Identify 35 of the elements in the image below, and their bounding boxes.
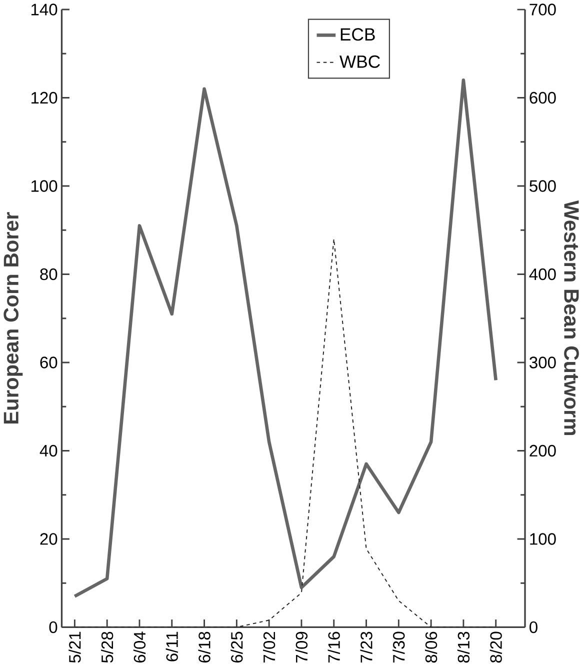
y2-tick-label: 200 (530, 444, 556, 457)
legend-label: ECB (341, 28, 376, 41)
y-tick-label: 100 (32, 180, 58, 192)
x-tick-label: 6/04 (134, 632, 146, 662)
y2-tick-label: 400 (529, 268, 556, 280)
y-tick-label: 0 (49, 621, 58, 634)
y2-axis-title: Western Bean Cutworm (564, 200, 580, 436)
y-tick-label: 20 (40, 533, 58, 545)
x-tick-label: 5/28 (101, 632, 114, 663)
y2-tick-label: 600 (530, 92, 556, 104)
y2-tick-label: 700 (530, 4, 556, 16)
y2-tick-label: 500 (530, 180, 556, 192)
x-tick-label: 6/11 (166, 632, 178, 662)
x-tick-label: 8/20 (490, 632, 502, 663)
line-series (73, 78, 498, 598)
y-axis-title: European Corn Borer (4, 212, 23, 424)
x-tick-label: 7/16 (328, 632, 340, 662)
x-tick-label: 6/25 (230, 632, 243, 662)
legend-label: WBC (340, 55, 380, 68)
x-tick-label: 8/13 (458, 632, 470, 663)
y-tick-label: 140 (32, 4, 58, 16)
x-tick-label: 7/02 (263, 632, 276, 662)
x-tick-label: 7/30 (392, 632, 405, 662)
x-tick-label: 8/06 (425, 632, 438, 663)
y-tick-label: 40 (40, 444, 58, 457)
y-tick-label: 60 (40, 356, 58, 368)
y2-tick-label: 0 (530, 621, 538, 634)
x-tick-label: 7/23 (360, 632, 373, 662)
x-tick-label: 7/09 (296, 632, 308, 662)
y2-tick-label: 300 (530, 356, 556, 368)
y2-tick-label: 100 (530, 533, 556, 545)
x-tick-label: 6/18 (198, 632, 211, 662)
y-tick-label: 120 (32, 92, 58, 104)
y-tick-label: 80 (40, 268, 58, 280)
x-tick-label: 5/21 (68, 632, 81, 663)
